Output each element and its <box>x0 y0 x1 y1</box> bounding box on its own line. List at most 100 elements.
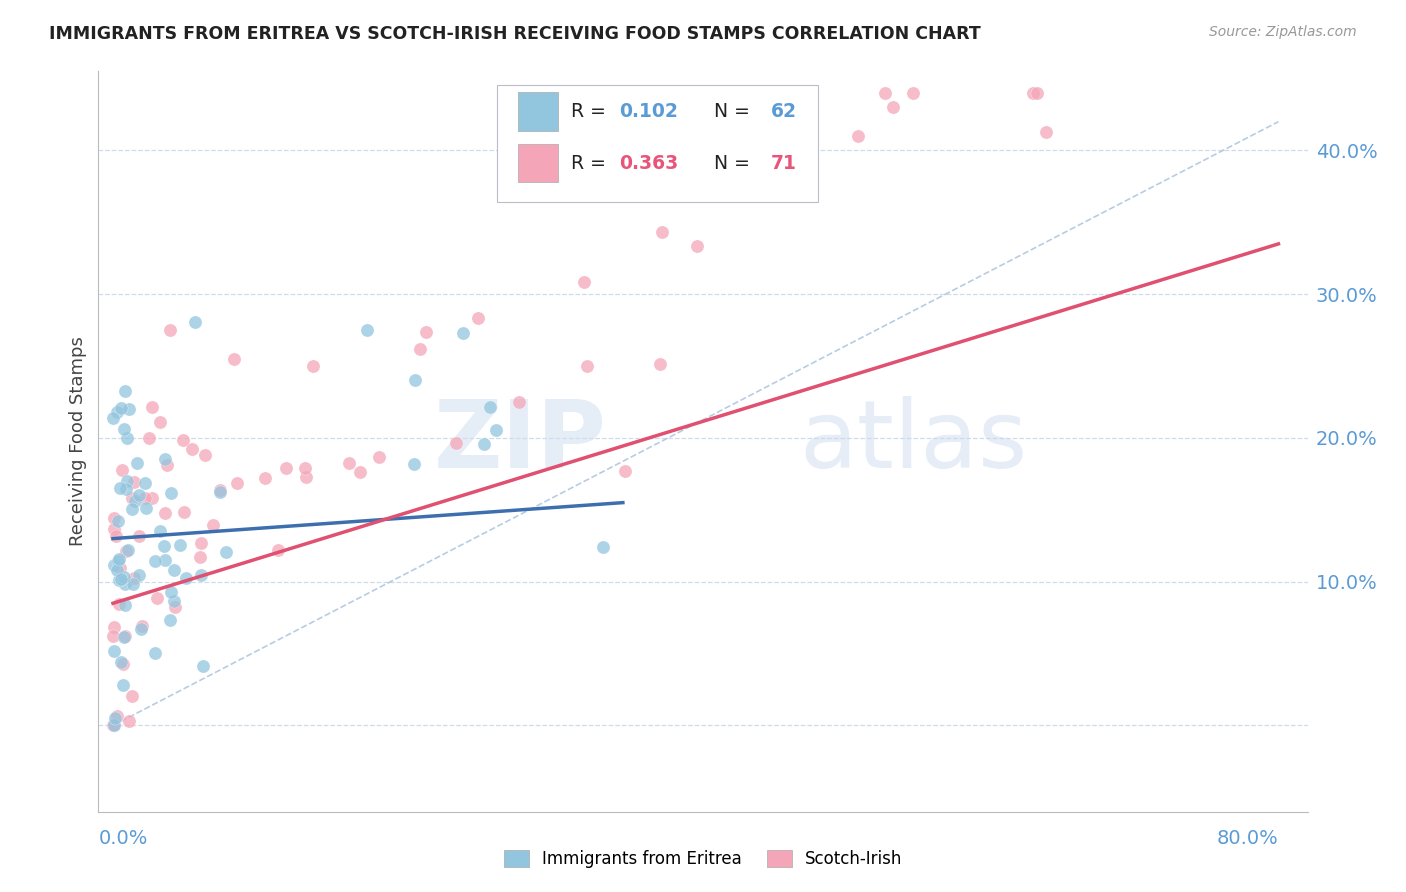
Text: 0.102: 0.102 <box>620 102 679 121</box>
Text: R =: R = <box>571 153 612 172</box>
Point <box>101 629 124 643</box>
Point <box>209 483 232 497</box>
Point <box>472 437 495 451</box>
Point <box>467 311 489 326</box>
Point <box>103 718 125 732</box>
Point <box>153 507 176 521</box>
Point <box>118 401 141 416</box>
Point <box>873 86 896 100</box>
Point <box>103 411 125 425</box>
Point <box>115 544 138 558</box>
Y-axis label: Receiving Food Stamps: Receiving Food Stamps <box>69 336 87 547</box>
Point <box>181 442 204 456</box>
Point <box>356 323 378 337</box>
Point <box>114 599 136 613</box>
Point <box>110 401 132 415</box>
Point <box>267 542 290 557</box>
Point <box>103 511 125 525</box>
Point <box>201 517 224 532</box>
Point <box>613 464 636 478</box>
Point <box>882 100 904 114</box>
Point <box>141 491 163 505</box>
Point <box>531 178 554 193</box>
Point <box>121 502 143 516</box>
Point <box>112 630 135 644</box>
Point <box>479 400 502 414</box>
Text: N =: N = <box>702 102 755 121</box>
Point <box>160 585 183 599</box>
Point <box>105 405 128 419</box>
Point <box>135 501 157 516</box>
Point <box>846 129 869 144</box>
Point <box>190 535 212 549</box>
Point <box>155 451 177 466</box>
Point <box>114 577 136 591</box>
Text: ZIP: ZIP <box>433 395 606 488</box>
Point <box>127 457 149 471</box>
Point <box>1035 125 1057 139</box>
Point <box>146 591 169 605</box>
Point <box>188 550 211 565</box>
Point <box>114 630 136 644</box>
Point <box>149 524 172 539</box>
Point <box>131 622 153 636</box>
Point <box>128 529 150 543</box>
Point <box>404 373 426 387</box>
Point <box>190 568 212 582</box>
Point <box>128 568 150 582</box>
Point <box>124 493 146 508</box>
Point <box>112 570 135 584</box>
Point <box>172 433 194 447</box>
Point <box>122 475 145 490</box>
Bar <box>517 92 558 131</box>
Point <box>107 514 129 528</box>
Text: N =: N = <box>702 153 755 172</box>
Point <box>415 325 437 339</box>
Point <box>104 711 127 725</box>
Point <box>253 471 276 485</box>
Point <box>349 465 371 479</box>
Point <box>444 436 467 450</box>
Point <box>110 561 132 575</box>
Point <box>121 577 143 591</box>
Point <box>103 558 125 572</box>
Point <box>404 457 426 471</box>
Point <box>485 424 508 438</box>
Point <box>215 545 238 559</box>
Point <box>191 658 214 673</box>
Point <box>149 415 172 429</box>
Point <box>163 599 186 614</box>
Text: R =: R = <box>571 102 612 121</box>
Text: 80.0%: 80.0% <box>1216 829 1278 848</box>
Point <box>138 432 160 446</box>
Text: atlas: atlas <box>800 395 1028 488</box>
Point <box>409 342 432 356</box>
Point <box>134 475 156 490</box>
Text: IMMIGRANTS FROM ERITREA VS SCOTCH-IRISH RECEIVING FOOD STAMPS CORRELATION CHART: IMMIGRANTS FROM ERITREA VS SCOTCH-IRISH … <box>49 25 981 43</box>
Point <box>169 538 191 552</box>
Point <box>208 484 231 499</box>
Point <box>111 463 134 477</box>
Point <box>176 571 198 585</box>
Point <box>105 709 128 723</box>
Point <box>592 540 614 554</box>
Point <box>105 529 128 543</box>
Point <box>108 573 131 587</box>
Point <box>115 431 138 445</box>
Point <box>105 563 128 577</box>
Point <box>103 620 125 634</box>
Point <box>651 225 673 239</box>
Point <box>1021 86 1043 100</box>
Point <box>110 656 132 670</box>
Text: 62: 62 <box>770 102 797 121</box>
Point <box>143 554 166 568</box>
Point <box>141 400 163 414</box>
Point <box>274 460 297 475</box>
Point <box>128 488 150 502</box>
Point <box>103 644 125 658</box>
Point <box>103 522 125 536</box>
Point <box>103 718 125 732</box>
Point <box>508 394 530 409</box>
Point <box>152 539 174 553</box>
Point <box>159 323 181 337</box>
